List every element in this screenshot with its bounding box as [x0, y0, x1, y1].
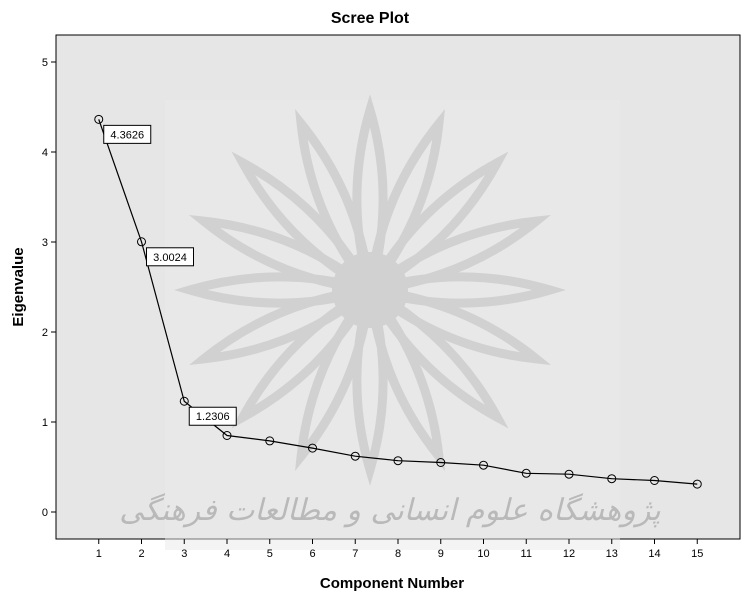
x-tick-label: 14 — [648, 548, 660, 560]
x-tick-label: 10 — [477, 548, 489, 560]
data-point — [179, 396, 189, 406]
y-axis: 0 1 2 3 4 5 — [42, 57, 56, 519]
data-point — [350, 451, 360, 461]
data-label: 1.2306 — [196, 411, 230, 423]
data-point — [94, 114, 104, 124]
y-tick-label: 1 — [42, 417, 48, 429]
x-tick-label: 5 — [267, 548, 273, 560]
watermark-center — [332, 252, 408, 328]
data-label-box — [188, 406, 237, 426]
chart-title: Scree Plot — [331, 10, 410, 27]
data-point — [137, 237, 146, 247]
data-label: 3.0024 — [153, 252, 187, 264]
data-label-box — [146, 247, 194, 267]
x-tick-label: 8 — [395, 548, 401, 560]
x-tick-label: 7 — [352, 548, 358, 560]
watermark-logo — [165, 94, 620, 550]
x-tick-label: 3 — [181, 548, 187, 560]
y-tick-label: 4 — [42, 147, 48, 159]
x-tick-label: 15 — [691, 548, 703, 560]
data-point — [393, 456, 403, 466]
data-label: 4.3626 — [110, 129, 144, 141]
x-tick-label: 1 — [96, 548, 102, 560]
y-tick-label: 2 — [42, 327, 48, 339]
data-point — [222, 431, 232, 440]
x-tick-label: 13 — [606, 548, 618, 560]
data-label-box — [103, 124, 152, 144]
x-tick-label: 6 — [309, 548, 315, 560]
watermark-petal — [354, 215, 551, 297]
y-axis-label: Eigenvalue — [10, 247, 27, 326]
data-point — [692, 479, 702, 489]
data-point — [607, 474, 617, 484]
data-point — [521, 468, 531, 478]
x-tick-label: 9 — [438, 548, 444, 560]
data-point — [479, 460, 488, 470]
watermark-text: پژوهشگاه علوم انسانی و مطالعات فرهنگی — [119, 493, 661, 528]
x-tick-label: 11 — [521, 548, 532, 560]
y-tick-label: 5 — [42, 57, 48, 69]
data-point — [564, 469, 574, 479]
y-tick-label: 0 — [42, 507, 48, 519]
x-tick-label: 12 — [563, 548, 575, 560]
data-point — [265, 436, 275, 446]
data-point — [436, 458, 446, 467]
x-axis: 1 2 3 4 5 6 7 8 9 10 11 12 13 14 15 — [96, 539, 703, 560]
data-labels: 4.3626 3.0024 1.2306 — [103, 124, 237, 426]
data-point — [650, 476, 659, 485]
y-tick-label: 3 — [42, 237, 48, 249]
x-axis-label: Component Number — [320, 575, 464, 592]
x-tick-label: 4 — [224, 548, 230, 560]
x-tick-label: 2 — [138, 548, 144, 560]
data-point — [308, 443, 317, 453]
